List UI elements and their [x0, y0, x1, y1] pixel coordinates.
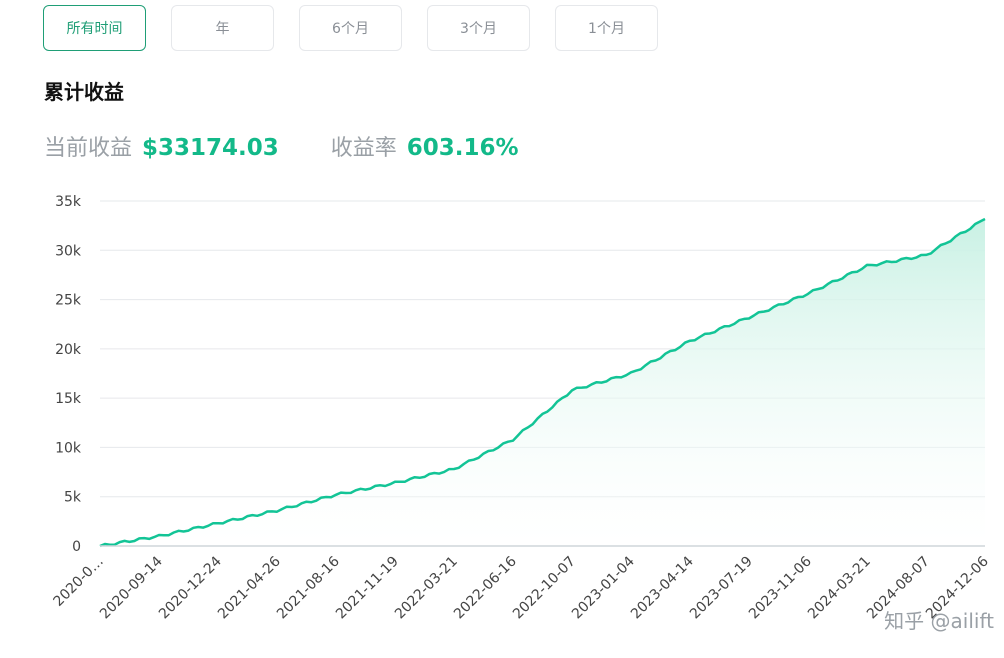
x-tick-label: 2020-09-14 [97, 553, 166, 622]
current-profit-label: 当前收益 [44, 136, 133, 161]
tab-6-months[interactable]: 6个月 [299, 5, 402, 51]
x-tick-label: 2023-11-06 [746, 553, 815, 622]
area-fill [100, 219, 985, 546]
tab-1-month[interactable]: 1个月 [555, 5, 658, 51]
y-tick-label: 25k [55, 293, 82, 309]
tab-all-time[interactable]: 所有时间 [43, 5, 146, 51]
y-tick-label: 5k [64, 490, 82, 506]
current-profit-value: $33174.03 [142, 135, 279, 161]
x-tick-label: 2024-03-21 [805, 554, 874, 623]
y-tick-label: 0 [72, 539, 81, 555]
x-tick-label: 2022-03-21 [392, 554, 461, 623]
series-line [99, 217, 986, 548]
x-tick-label: 2022-10-07 [510, 554, 579, 623]
x-tick-label: 2021-11-19 [333, 554, 402, 623]
x-tick-label: 2023-01-04 [569, 553, 638, 622]
y-tick-label: 15k [55, 391, 82, 407]
x-tick-label: 2023-04-14 [628, 553, 697, 622]
tab-year[interactable]: 年 [171, 5, 274, 51]
y-tick-label: 20k [55, 342, 82, 358]
x-tick-label: 2021-08-16 [274, 553, 343, 622]
section-title: 累计收益 [44, 80, 124, 104]
time-range-tabs: 所有时间 年 6个月 3个月 1个月 [43, 5, 658, 51]
x-tick-label: 2020-0… [51, 554, 107, 610]
watermark: 知乎 @ailift [884, 609, 994, 633]
x-tick-label: 2023-07-19 [687, 554, 756, 623]
return-rate-label: 收益率 [330, 136, 397, 161]
y-tick-label: 10k [55, 440, 82, 456]
x-tick-label: 2021-04-26 [215, 553, 284, 622]
tab-3-months[interactable]: 3个月 [427, 5, 530, 51]
return-rate-value: 603.16% [406, 135, 519, 161]
y-tick-label: 30k [55, 243, 82, 259]
x-tick-label: 2022-06-16 [451, 553, 520, 622]
x-tick-label: 2020-12-24 [156, 553, 225, 622]
cumulative-profit-chart: 05k10k15k20k25k30k35k2020-0…2020-09-1420… [51, 194, 992, 623]
y-tick-label: 35k [55, 194, 82, 210]
stats-row: 当前收益 $33174.03 收益率 603.16% [44, 130, 519, 162]
